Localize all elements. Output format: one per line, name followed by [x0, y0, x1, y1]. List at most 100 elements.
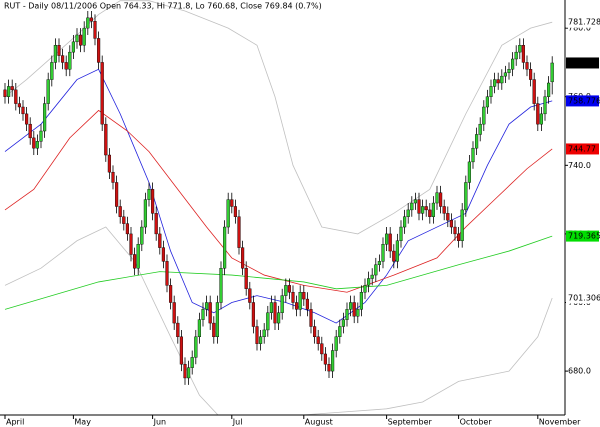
candle-body [219, 268, 223, 303]
x-tick-label: Jul [232, 418, 243, 427]
candle-body [536, 103, 540, 125]
candle-body [129, 233, 133, 255]
candle-body [179, 336, 183, 365]
candle-body [71, 41, 75, 53]
candle-body [64, 62, 68, 70]
candle-body [68, 51, 72, 70]
price-tag-label: 744.77 [568, 144, 596, 153]
x-tick-label: September [388, 418, 433, 427]
x-tick-label: Jun [153, 418, 167, 427]
candle-body [345, 309, 349, 320]
candle-body [284, 285, 288, 296]
candle-body [197, 319, 201, 338]
candle-body [35, 141, 39, 149]
candle-body [399, 226, 403, 241]
candle-body [277, 312, 281, 324]
price-tag [566, 95, 599, 107]
candle-body [331, 350, 335, 372]
candle-body [6, 86, 11, 97]
candle-body [287, 285, 291, 293]
candle-body [61, 55, 65, 63]
candle-body [421, 206, 425, 214]
price-tag-label: 719.365 [568, 232, 600, 241]
candle-body [280, 295, 284, 313]
candle-body [132, 254, 137, 269]
candle-body [349, 302, 353, 310]
candle-body [230, 199, 234, 207]
candle-body [352, 302, 356, 317]
candle-body [518, 45, 522, 53]
indicator-line [4, 226, 553, 415]
candle-body [550, 62, 554, 83]
candle-body [457, 233, 461, 241]
candle-body [377, 261, 381, 265]
candle-body [500, 75, 504, 84]
candle-body [529, 69, 533, 80]
candle-body [107, 154, 111, 173]
candle-body [532, 79, 536, 104]
candle-body [28, 123, 32, 139]
candle-body [320, 343, 324, 355]
candle-body [165, 261, 169, 286]
candle-body [428, 209, 432, 217]
chart-title: RUT - Daily 08/11/2006 Open 764.33, Hi 7… [4, 2, 322, 11]
x-tick-label: August [305, 418, 333, 427]
candle-body [467, 161, 471, 183]
candle-body [222, 226, 227, 269]
candle-body [507, 69, 511, 73]
candle-body [212, 322, 216, 338]
candle-body [511, 58, 515, 70]
price-tag-label: 769.84 [568, 58, 596, 67]
candle-body [359, 292, 363, 310]
candle-body [493, 79, 497, 87]
candle-body [14, 89, 18, 104]
candle-body [208, 302, 212, 324]
candle-body [194, 336, 198, 358]
candle-body [190, 357, 194, 368]
price-tag [566, 292, 599, 304]
candle-body [392, 250, 396, 262]
candle-body [3, 89, 7, 97]
candle-body [413, 199, 417, 204]
candle-body [327, 364, 331, 372]
candle-body [367, 278, 371, 286]
candle-body [168, 285, 173, 303]
candle-body [539, 113, 543, 125]
candle-body [150, 189, 155, 214]
candle-body [417, 199, 421, 214]
x-tick-label: October [460, 418, 493, 427]
candle-body [25, 113, 29, 125]
candle-body [57, 45, 61, 56]
candle-body [403, 216, 407, 228]
y-tick-label: 780.0 [568, 24, 591, 33]
candle-body [186, 367, 191, 379]
candle-body [237, 216, 241, 248]
candle-body [43, 103, 47, 132]
candle-body [255, 326, 259, 344]
candle-body [100, 62, 104, 125]
candle-body [439, 192, 443, 207]
candle-body [46, 79, 50, 104]
x-tick-label: May [74, 418, 91, 427]
candle-body [385, 233, 389, 245]
candle-body [442, 206, 446, 214]
candle-body [122, 216, 126, 224]
candle-body [453, 226, 457, 235]
indicator-line [4, 0, 553, 235]
candle-body [543, 96, 547, 115]
candle-body [125, 223, 129, 235]
candle-body [406, 209, 410, 217]
candle-body [17, 103, 21, 108]
candle-body [489, 86, 493, 97]
candle-body [323, 353, 327, 365]
candle-body [53, 45, 57, 63]
y-tick-label: 680.0 [568, 367, 591, 376]
candle-body [363, 285, 367, 293]
candle-body [503, 72, 507, 77]
candle-body [514, 51, 518, 60]
candle-body [334, 336, 338, 351]
candle-body [496, 79, 500, 84]
candle-body [431, 202, 435, 217]
